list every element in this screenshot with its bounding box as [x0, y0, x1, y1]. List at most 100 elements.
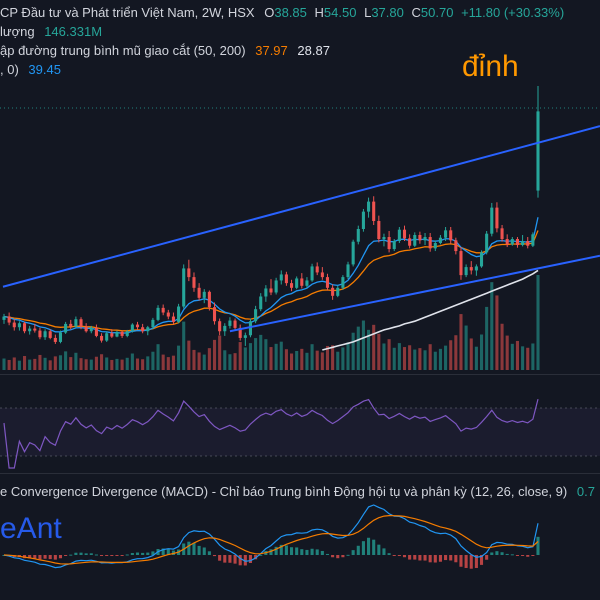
volume-bar [377, 333, 381, 370]
volume-bar [48, 360, 52, 370]
candle-body [223, 325, 227, 332]
macd-legend[interactable]: e Convergence Divergence (MACD) - Chỉ bá… [0, 484, 595, 499]
candle-body [531, 234, 535, 246]
candle-body [515, 239, 520, 246]
volume-bar [197, 352, 201, 370]
rsi-label: , 0) [0, 62, 19, 77]
volume-bar [531, 343, 535, 370]
volume-bars [2, 275, 540, 370]
pane-separator-rsi[interactable] [0, 374, 600, 375]
candle-body [254, 309, 258, 322]
candle-body [259, 296, 263, 310]
symbol-title: CP Đầu tư và Phát triển Việt Nam, 2W, HS… [0, 5, 255, 20]
candle-body [264, 288, 268, 297]
candle-body [161, 307, 165, 313]
candle-body [100, 335, 104, 341]
volume-bar [166, 357, 170, 370]
macd-hist-bar [171, 550, 175, 555]
volume-bar [135, 358, 140, 370]
volume-bar [408, 345, 412, 370]
ema-blue-line [3, 217, 539, 334]
candle-body [284, 274, 288, 284]
volume-bar [151, 351, 155, 370]
low-label: L [364, 5, 372, 20]
macd-hist-bar [474, 555, 478, 568]
candle-body [84, 326, 88, 332]
candle-body [377, 220, 381, 240]
macd-hist-bar [284, 545, 288, 555]
volume-bar [28, 359, 32, 370]
macd-hist-bar [269, 549, 273, 555]
candle-body [336, 287, 340, 296]
volume-bar [295, 351, 299, 370]
volume-bar [454, 335, 458, 370]
candle-body [382, 237, 386, 240]
macd-hist-bar [243, 555, 247, 566]
candle-body [43, 331, 47, 338]
macd-hist-bar [536, 536, 540, 555]
candle-body [243, 335, 247, 338]
volume-bar [17, 360, 21, 370]
candle-body [479, 252, 484, 267]
candle-body [202, 291, 206, 298]
candle-body [413, 235, 417, 246]
candle-body [469, 267, 473, 271]
price-channel[interactable] [2, 125, 600, 333]
macd-signal-line [3, 514, 539, 565]
macd-hist-bar [526, 555, 530, 557]
macd-hist-bar [351, 550, 355, 555]
macd-value: 0.7 [576, 484, 595, 499]
volume-bar [474, 346, 478, 370]
macd-hist-bar [33, 555, 37, 559]
volume-legend[interactable]: lượng 146.331M [0, 24, 102, 39]
candle-body [356, 229, 360, 242]
volume-bar [449, 340, 453, 370]
macd-hist-bar [515, 555, 520, 556]
volume-bar [418, 348, 422, 370]
volume-bar [233, 353, 237, 370]
channel-lower-line [229, 254, 600, 333]
macd-hist-bar [146, 552, 150, 555]
volume-bar [228, 354, 232, 370]
macd-hist-bar [485, 555, 489, 560]
volume-bar [479, 334, 484, 370]
macd-hist-bar [120, 555, 124, 556]
volume-bar [382, 343, 386, 370]
macd-hist-bar [84, 553, 88, 555]
macd-hist-bar [58, 555, 63, 559]
macd-hist-bar [125, 554, 129, 556]
candle-body [449, 230, 453, 241]
ma200-line [322, 269, 539, 351]
macd-hist-bar [38, 555, 42, 560]
candle-body [89, 327, 93, 332]
volume-bar [79, 358, 83, 370]
candle-body [310, 266, 314, 281]
macd-hist-bar [289, 547, 294, 555]
macd-hist-bar [367, 537, 371, 555]
macd-hist-bar [135, 552, 140, 555]
volume-bar [259, 334, 263, 370]
macd-hist-bar [315, 549, 319, 555]
candle-body [418, 235, 422, 241]
macd-label: e Convergence Divergence (MACD) - Chỉ bá… [0, 484, 568, 499]
volume-bar [289, 353, 294, 370]
symbol-legend[interactable]: CP Đầu tư và Phát triển Việt Nam, 2W, HS… [0, 5, 564, 20]
macd-hist-bar [43, 555, 47, 559]
candle-body [274, 280, 278, 293]
rsi-path [3, 398, 539, 469]
volume-bar [7, 359, 11, 370]
candle-body [125, 331, 129, 336]
macd-hist-bar [341, 555, 345, 558]
macd-hist-bar [428, 555, 432, 563]
candle-body [156, 307, 160, 320]
macd-hist-bar [413, 555, 417, 560]
ma-legend[interactable]: ập đường trung bình mũ giao cắt (50, 200… [0, 43, 330, 58]
volume-bar [187, 340, 191, 370]
rsi-legend[interactable]: , 0) 39.45 [0, 62, 61, 77]
pane-separator-macd[interactable] [0, 473, 600, 474]
peak-annotation[interactable]: đỉnh [462, 50, 519, 83]
candle-body [141, 327, 145, 332]
volume-bar [74, 352, 78, 370]
macd-hist-bar [259, 554, 263, 556]
